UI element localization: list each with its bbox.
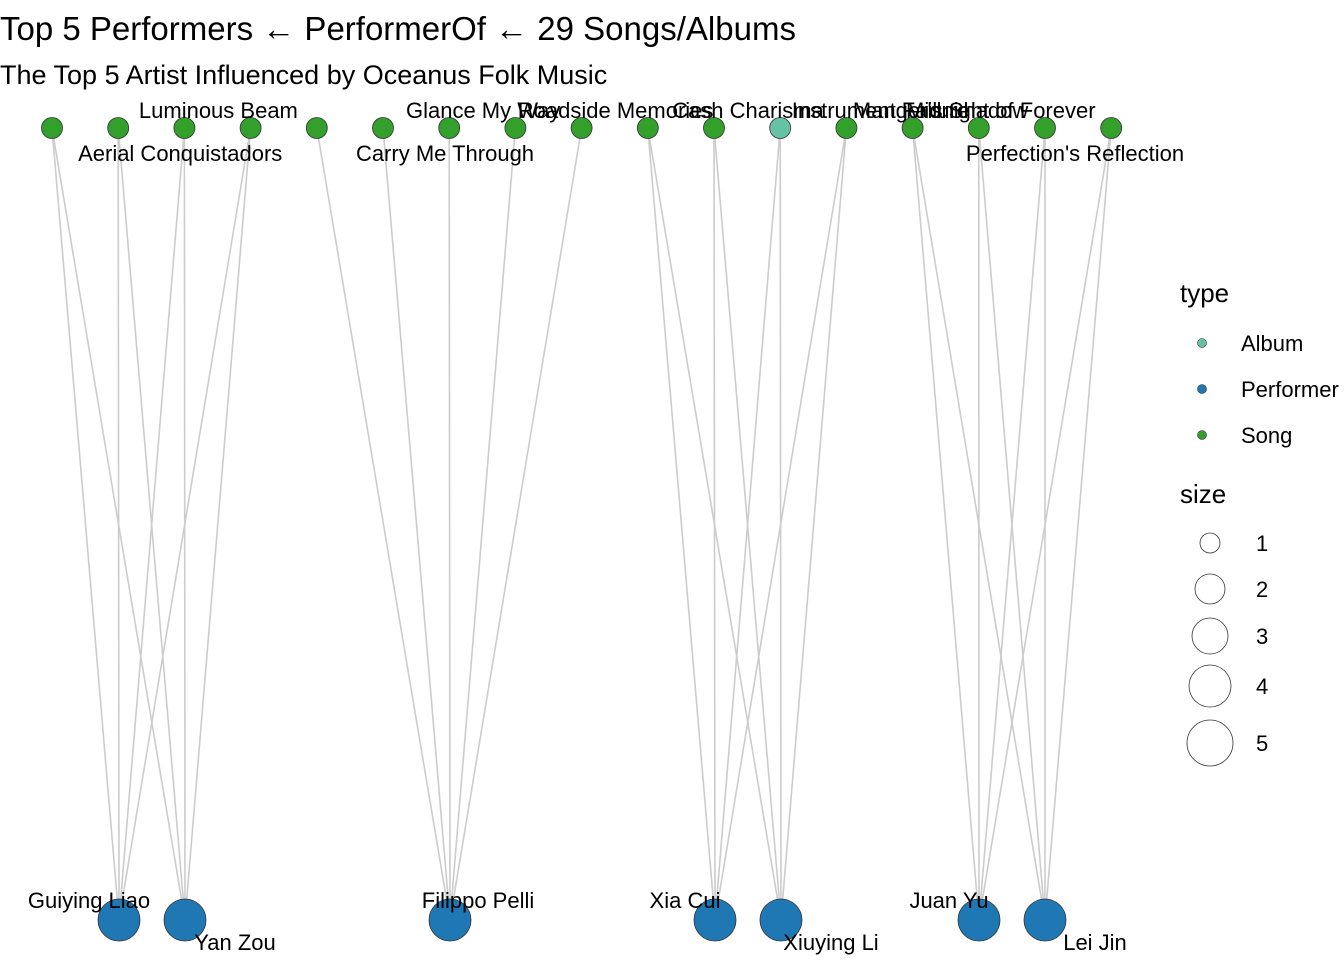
performer-label-5: Xiuying Li xyxy=(783,930,878,955)
work-label-9: Roadside Memories xyxy=(518,98,714,123)
legend-size-title: size xyxy=(1180,479,1226,509)
song-node-15 xyxy=(967,117,990,139)
edge-w6-p3 xyxy=(382,127,451,921)
performer-label-2: Yan Zou xyxy=(194,930,276,955)
legend-size-circle-3 xyxy=(1191,617,1229,655)
work-label-2: Aerial Conquistadors xyxy=(78,141,282,166)
edge-w2-p1 xyxy=(117,127,120,921)
edge-w9-p3 xyxy=(449,127,583,921)
edge-w13-p4 xyxy=(714,127,848,921)
song-node-5 xyxy=(305,117,328,139)
song-node-10 xyxy=(636,117,659,139)
performer-node-3 xyxy=(428,898,472,942)
legend-swatch-performer xyxy=(1197,384,1207,394)
legend-size-label-2: 2 xyxy=(1256,577,1268,602)
performer-node-5 xyxy=(759,898,803,942)
graph-title: Top 5 Performers ← PerformerOf ← 29 Song… xyxy=(0,10,796,47)
legend-label-album: Album xyxy=(1241,331,1303,356)
legend-size-circle-1 xyxy=(1199,532,1221,554)
edge-w5-p3 xyxy=(316,127,451,921)
edge-w1-p1 xyxy=(51,127,120,921)
performer-node-4 xyxy=(693,898,737,942)
work-label-15: Midnight of Forever xyxy=(906,98,1096,123)
legend-swatch-album xyxy=(1197,338,1207,348)
work-label-7: Glance My Way xyxy=(406,98,560,123)
legend-label-performer: Performer xyxy=(1241,377,1339,402)
edge-w12-p4 xyxy=(714,127,781,921)
performer-label-4: Xia Cui xyxy=(650,888,721,913)
legend-size-label-1: 1 xyxy=(1256,531,1268,556)
performer-node-2 xyxy=(163,898,207,942)
song-node-4 xyxy=(239,117,262,139)
song-node-7 xyxy=(438,117,461,139)
edge-w3-p1 xyxy=(118,127,186,921)
work-node-layer xyxy=(41,117,1123,139)
legend-size-circle-5 xyxy=(1186,719,1234,767)
legend: type Album Performer Song size 1 2 3 4 5 xyxy=(1180,278,1339,767)
edge-w7-p3 xyxy=(448,127,451,921)
performer-node-6 xyxy=(957,898,1001,942)
work-label-14: Manger's Shadow xyxy=(853,98,1029,123)
edge-w8-p3 xyxy=(449,127,517,921)
performer-node-7 xyxy=(1023,898,1067,942)
legend-type-title: type xyxy=(1180,278,1229,308)
edge-w17-p6 xyxy=(978,127,1112,921)
edge-w4-p2 xyxy=(184,127,252,921)
song-node-3 xyxy=(173,117,196,139)
song-node-1 xyxy=(41,117,63,139)
song-node-2 xyxy=(107,117,130,139)
song-node-13 xyxy=(835,117,858,139)
edge-layer xyxy=(51,127,1112,921)
song-node-9 xyxy=(570,117,593,139)
legend-size-circle-2 xyxy=(1194,573,1226,605)
album-node-12 xyxy=(769,117,792,139)
performer-label-1: Guiying Liao xyxy=(28,888,150,913)
legend-size-label-4: 4 xyxy=(1256,674,1268,699)
edge-w16-p6 xyxy=(978,127,1046,921)
song-node-16 xyxy=(1034,117,1056,139)
work-label-16: Perfection's Reflection xyxy=(966,141,1184,166)
edge-w17-p7 xyxy=(1044,127,1112,921)
work-label-13: Instrument Failure xyxy=(792,98,969,123)
legend-size-label-5: 5 xyxy=(1256,731,1268,756)
work-label-3: Luminous Beam xyxy=(139,98,298,123)
work-label-6: Carry Me Through xyxy=(356,141,534,166)
work-label-11: Cash Charisma xyxy=(672,98,824,123)
performer-label-7: Lei Jin xyxy=(1063,930,1127,955)
performer-node-layer xyxy=(97,898,1067,942)
edge-w14-p6 xyxy=(911,127,980,921)
legend-size-circle-4 xyxy=(1188,664,1232,708)
edge-w11-p4 xyxy=(713,127,716,921)
performer-label-3: Filippo Pelli xyxy=(422,888,535,913)
legend-size-label-3: 3 xyxy=(1256,624,1268,649)
graph-subtitle: The Top 5 Artist Influenced by Oceanus F… xyxy=(0,60,608,90)
performer-label-6: Juan Yu xyxy=(909,888,988,913)
song-node-6 xyxy=(372,117,394,139)
edge-w13-p5 xyxy=(780,127,848,921)
song-node-8 xyxy=(504,117,527,139)
song-node-11 xyxy=(703,117,725,139)
edge-w4-p1 xyxy=(118,127,252,921)
legend-swatch-song xyxy=(1197,430,1207,440)
performer-node-1 xyxy=(97,898,141,942)
legend-label-song: Song xyxy=(1241,423,1292,448)
label-layer: Aerial Conquistadors Luminous Beam Carry M… xyxy=(28,98,1184,955)
song-node-14 xyxy=(901,117,924,139)
song-node-17 xyxy=(1100,117,1123,139)
edge-w10-p4 xyxy=(647,127,716,921)
